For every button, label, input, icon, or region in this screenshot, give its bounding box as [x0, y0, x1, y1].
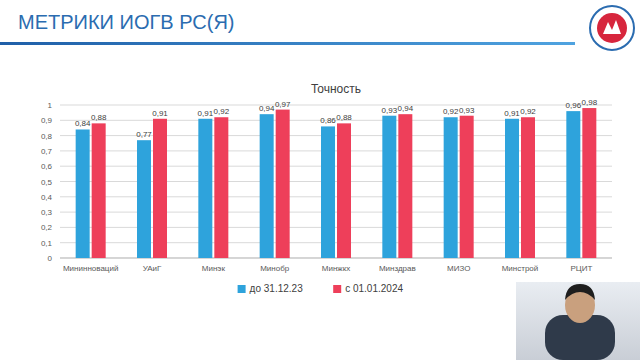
data-label: 0,94 [259, 104, 275, 113]
header-line [0, 42, 575, 45]
bar [337, 123, 351, 258]
bar [214, 117, 228, 258]
x-tick-label: Минобр [260, 264, 290, 273]
legend: до 31.12.23 с 01.01.2024 [238, 283, 404, 294]
x-tick-label: Мининноваций [63, 264, 118, 273]
bar [444, 117, 458, 258]
chart-title: Точность [311, 82, 361, 96]
webcam-frame [516, 282, 640, 360]
data-label: 0,98 [582, 98, 598, 107]
x-tick-label: МИЗО [447, 264, 470, 273]
data-label: 0,91 [504, 109, 520, 118]
x-tick-label: Минздрав [379, 264, 416, 273]
y-tick-label: 0,2 [41, 223, 53, 232]
bar [76, 129, 90, 258]
bar [276, 110, 290, 258]
legend-swatch [333, 285, 341, 293]
bar [137, 140, 151, 258]
y-tick-label: 0,1 [41, 239, 53, 248]
y-tick-label: 1 [48, 101, 53, 110]
y-tick-label: 0,8 [41, 132, 53, 141]
y-tick-label: 0,7 [41, 147, 53, 156]
data-label: 0,88 [336, 113, 352, 122]
bar [198, 119, 212, 258]
logo-ring [590, 6, 634, 50]
x-tick-label: РЦИТ [570, 264, 592, 273]
webcam-hair [565, 284, 595, 300]
data-label: 0,77 [136, 130, 152, 139]
bar [321, 126, 335, 258]
slide: МЕТРИКИ ИОГВ РС(Я) Точность 0 0,1 0,2 0,3 0,4 0… [0, 0, 640, 360]
data-label: 0,93 [382, 106, 398, 115]
legend-label: до 31.12.23 [250, 283, 304, 294]
bar [505, 119, 519, 258]
data-label: 0,97 [275, 100, 291, 109]
data-label: 0,91 [152, 109, 168, 118]
bars [76, 108, 597, 258]
data-label: 0,96 [566, 101, 582, 110]
x-tick-label: УАиГ [143, 264, 162, 273]
y-axis: 00,10,20,30,40,50,60,70,80,91 [41, 101, 612, 263]
y-axis-line [60, 105, 61, 258]
y-tick-label: 0 [48, 254, 53, 263]
data-labels: 0,840,880,770,910,910,920,940,970,860,88… [75, 98, 598, 139]
logo-core [597, 13, 627, 43]
y-tick-label: 0,5 [41, 178, 53, 187]
legend-swatch [238, 285, 246, 293]
bar [460, 116, 474, 258]
logo-figure [603, 20, 621, 34]
bar [153, 119, 167, 258]
bar [582, 108, 596, 258]
y-tick-label: 0,6 [41, 162, 53, 171]
bar [398, 114, 412, 258]
y-tick-label: 0,9 [41, 116, 53, 125]
bar [521, 117, 535, 258]
data-label: 0,86 [320, 116, 336, 125]
data-label: 0,91 [198, 109, 214, 118]
logo [590, 6, 634, 50]
data-label: 0,94 [398, 104, 414, 113]
data-label: 0,92 [214, 107, 230, 116]
x-tick-label: Минстрой [502, 264, 539, 273]
bar [92, 123, 106, 258]
data-label: 0,84 [75, 119, 91, 128]
y-tick-label: 0,3 [41, 208, 53, 217]
data-label: 0,92 [520, 107, 536, 116]
legend-label: с 01.01.2024 [345, 283, 403, 294]
x-tick-label: Минэк [202, 264, 226, 273]
bar [382, 116, 396, 258]
grid-line [60, 105, 612, 106]
webcam-bg [516, 282, 640, 360]
data-label: 0,88 [91, 113, 107, 122]
x-axis: Мининноваций УАиГ Минэк Минобр Минжкх Минздра… [63, 264, 592, 273]
data-label: 0,93 [459, 106, 475, 115]
header-title: МЕТРИКИ ИОГВ РС(Я) [18, 11, 235, 33]
x-tick-label: Минжкх [322, 264, 350, 273]
data-label: 0,92 [443, 107, 459, 116]
bar [260, 114, 274, 258]
bar [566, 111, 580, 258]
y-tick-label: 0,4 [41, 193, 53, 202]
